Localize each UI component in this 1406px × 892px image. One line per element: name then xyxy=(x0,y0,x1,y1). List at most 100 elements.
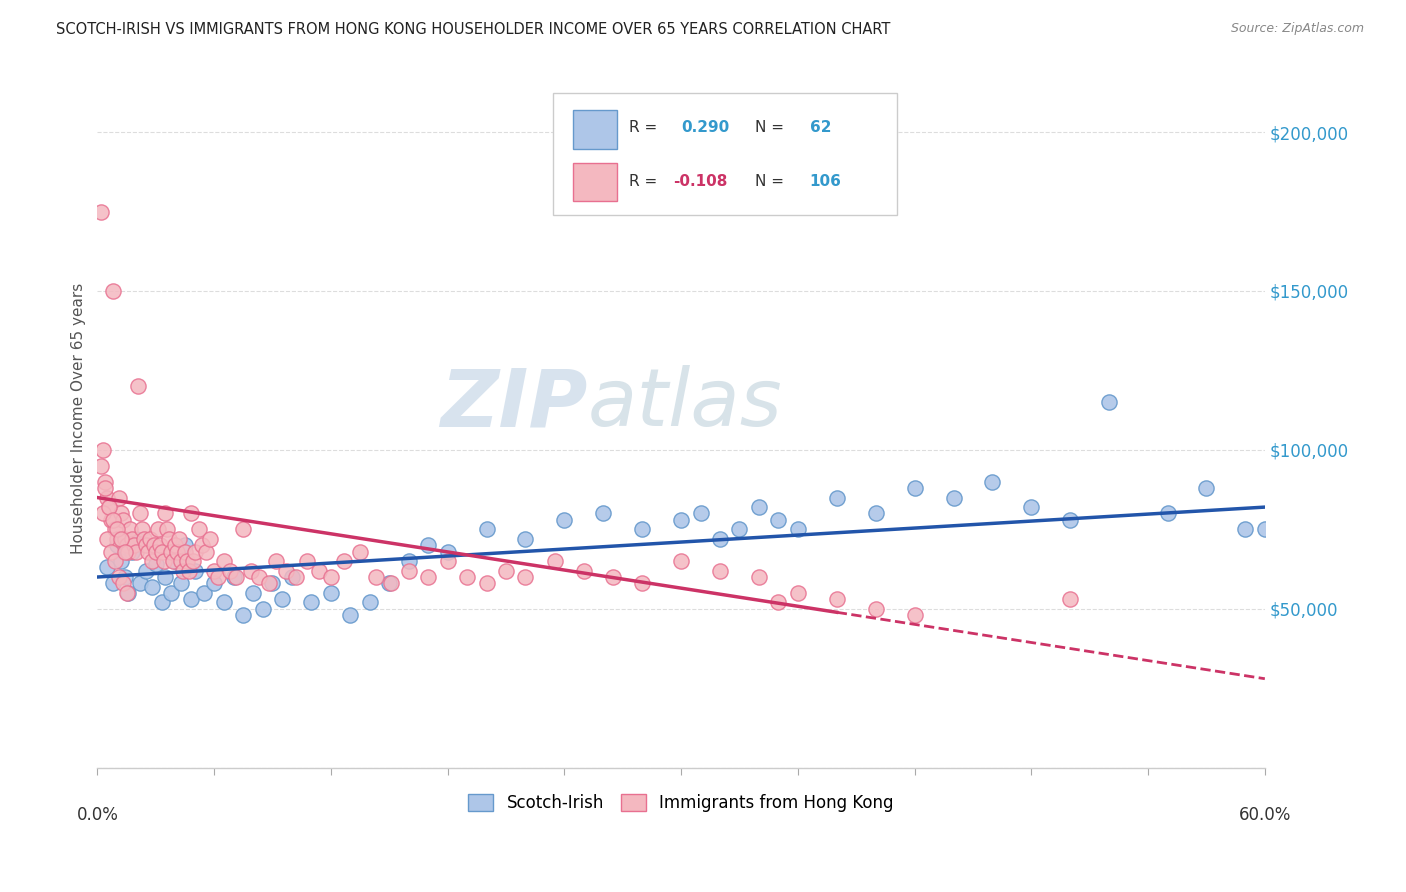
Point xyxy=(170,554,193,568)
Point xyxy=(1059,513,1081,527)
FancyBboxPatch shape xyxy=(553,93,897,215)
Point xyxy=(127,379,149,393)
Point xyxy=(98,500,121,514)
Text: R =: R = xyxy=(628,174,662,189)
Point xyxy=(195,544,218,558)
Point xyxy=(602,570,624,584)
Point xyxy=(266,554,288,568)
Point xyxy=(1254,522,1277,536)
Point xyxy=(380,576,402,591)
Point xyxy=(110,507,132,521)
Point xyxy=(786,586,808,600)
Point xyxy=(139,532,162,546)
Point xyxy=(271,592,294,607)
Point xyxy=(592,507,614,521)
Point xyxy=(98,500,121,514)
Text: N =: N = xyxy=(755,120,789,136)
Point xyxy=(495,564,517,578)
Point xyxy=(825,592,848,607)
Point xyxy=(281,570,304,584)
Point xyxy=(124,538,146,552)
Point xyxy=(865,507,887,521)
Point xyxy=(177,564,200,578)
Point xyxy=(142,538,165,552)
Point xyxy=(149,538,172,552)
Point xyxy=(319,586,342,600)
Point xyxy=(181,554,204,568)
Point xyxy=(515,532,537,546)
Point xyxy=(748,500,770,514)
Point xyxy=(176,554,198,568)
Point xyxy=(129,576,152,591)
Point xyxy=(105,522,128,536)
Point xyxy=(145,544,167,558)
Point xyxy=(1156,507,1178,521)
Point xyxy=(121,532,143,546)
Point xyxy=(319,570,342,584)
Point xyxy=(96,491,118,505)
Point xyxy=(1234,522,1257,536)
Point xyxy=(145,558,167,572)
Point xyxy=(242,586,264,600)
Point xyxy=(308,564,330,578)
Point xyxy=(104,554,127,568)
Point xyxy=(274,564,297,578)
Text: 60.0%: 60.0% xyxy=(1239,806,1291,824)
Point xyxy=(110,554,132,568)
Point xyxy=(152,554,174,568)
Text: -0.108: -0.108 xyxy=(673,174,727,189)
Point xyxy=(247,570,270,584)
Point xyxy=(456,570,478,584)
Point xyxy=(135,564,157,578)
Point xyxy=(101,284,124,298)
Point xyxy=(135,538,157,552)
Point xyxy=(364,570,387,584)
Point xyxy=(193,586,215,600)
Point xyxy=(475,522,498,536)
Point xyxy=(748,570,770,584)
Point xyxy=(515,570,537,584)
Point xyxy=(105,538,128,552)
Point xyxy=(768,513,790,527)
Point xyxy=(1059,592,1081,607)
Point xyxy=(709,532,731,546)
Point xyxy=(91,507,114,521)
Point xyxy=(553,513,575,527)
Point xyxy=(709,564,731,578)
Point xyxy=(202,564,225,578)
Point xyxy=(100,544,122,558)
Legend: Scotch-Irish, Immigrants from Hong Kong: Scotch-Irish, Immigrants from Hong Kong xyxy=(461,788,900,819)
Point xyxy=(728,522,751,536)
Point xyxy=(156,522,179,536)
Point xyxy=(418,538,440,552)
Point xyxy=(689,507,711,521)
Point xyxy=(768,595,790,609)
Point xyxy=(115,586,138,600)
Text: 62: 62 xyxy=(810,120,831,136)
Point xyxy=(262,576,284,591)
Text: N =: N = xyxy=(755,174,789,189)
Point xyxy=(631,522,654,536)
Point xyxy=(183,564,205,578)
Point xyxy=(240,564,263,578)
Point xyxy=(865,602,887,616)
Point xyxy=(165,538,187,552)
Point xyxy=(187,522,209,536)
Point xyxy=(183,544,205,558)
Point xyxy=(120,522,142,536)
Point xyxy=(232,522,254,536)
Point xyxy=(110,532,132,546)
Point xyxy=(96,560,118,574)
Point xyxy=(111,576,134,591)
Point xyxy=(167,532,190,546)
Point xyxy=(333,554,356,568)
Point xyxy=(359,595,381,609)
Point xyxy=(398,564,420,578)
Point xyxy=(436,544,458,558)
Point xyxy=(132,532,155,546)
Point xyxy=(1021,500,1043,514)
Point xyxy=(903,608,925,623)
Point xyxy=(117,544,139,558)
FancyBboxPatch shape xyxy=(572,111,617,149)
Point xyxy=(125,544,148,558)
